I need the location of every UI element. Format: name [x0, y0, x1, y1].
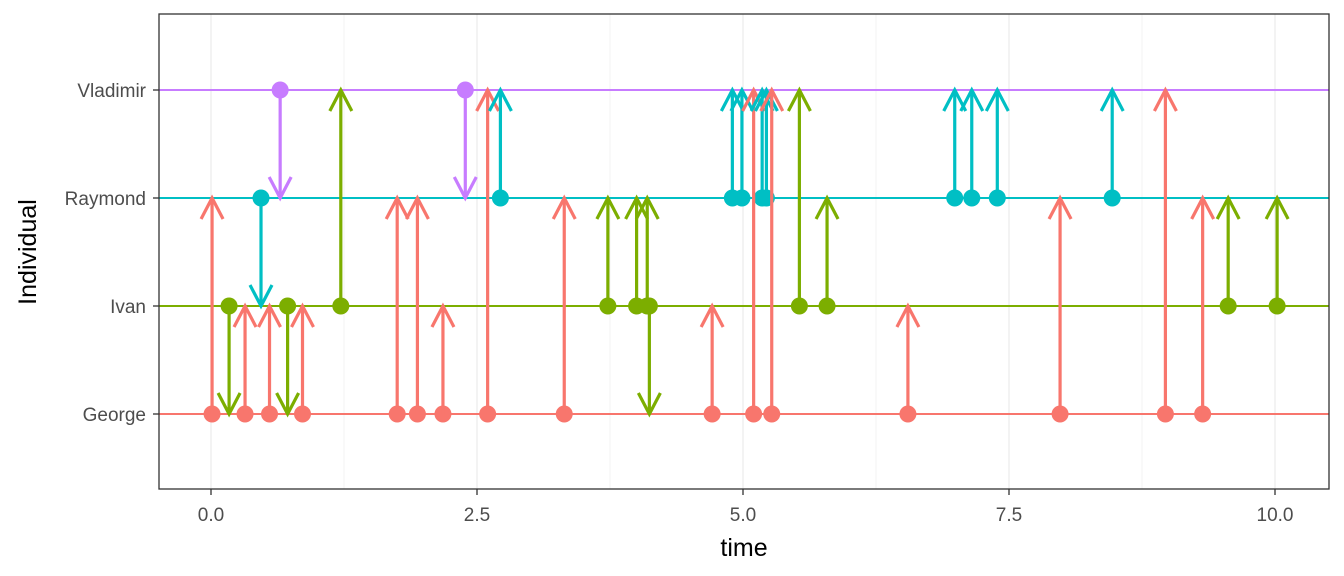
arrow-head	[1099, 86, 1125, 112]
event-arrow-7	[275, 306, 301, 418]
event-arrow-12	[430, 302, 456, 414]
arrow-head	[753, 86, 779, 112]
arrow-head	[487, 86, 513, 112]
arrow-head	[1264, 194, 1290, 220]
event-arrow-15	[487, 86, 513, 198]
event-arrow-11	[404, 194, 430, 414]
arrow-head	[595, 194, 621, 220]
arrow-head	[759, 86, 785, 112]
x-tick-label: 10.0	[1257, 505, 1294, 526]
plot-panel-border	[158, 13, 1330, 490]
arrow-head	[328, 86, 354, 112]
event-arrow-17	[595, 194, 621, 306]
arrow-head	[1152, 86, 1178, 112]
event-arrow-6	[267, 90, 293, 202]
event-arrow-9	[328, 86, 354, 306]
arrow-head	[199, 194, 225, 220]
x-axis-title: time	[720, 534, 767, 562]
arrow-head	[248, 284, 274, 310]
x-tick-label: 2.5	[464, 505, 490, 526]
arrow-head	[290, 302, 315, 328]
arrow-head	[275, 392, 301, 418]
event-arrow-3	[232, 302, 258, 414]
event-arrow-19	[634, 194, 660, 306]
event-arrow-14	[475, 86, 501, 414]
events	[199, 81, 1290, 423]
arrow-head	[699, 302, 725, 328]
event-arrow-36	[1152, 86, 1178, 414]
arrow-head	[814, 194, 840, 220]
event-arrow-16	[551, 194, 577, 414]
arrow-head	[475, 86, 501, 112]
arrow-head	[729, 86, 755, 112]
event-arrow-38	[1215, 194, 1241, 306]
arrow-head	[895, 302, 921, 328]
arrow-head	[257, 302, 282, 328]
y-tick-label-george: George	[83, 405, 146, 426]
arrow-head	[786, 86, 812, 112]
arrow-head	[404, 194, 430, 220]
x-tick-label: 0.0	[198, 505, 224, 526]
event-arrow-21	[699, 302, 725, 414]
arrow-head	[719, 86, 745, 112]
x-tick-label: 7.5	[996, 505, 1022, 526]
arrow-head	[384, 194, 410, 220]
x-axis: 0.0 2.5 5.0 7.5 10.0	[198, 489, 1294, 526]
event-arrow-5	[257, 302, 282, 414]
arrow-head	[551, 194, 577, 220]
event-arrow-32	[959, 86, 985, 198]
event-arrow-29	[814, 194, 840, 306]
event-arrow-28	[786, 86, 812, 306]
event-arrow-13	[452, 90, 478, 202]
event-arrow-10	[384, 194, 410, 414]
arrow-head	[984, 86, 1010, 112]
arrow-head	[216, 392, 242, 418]
event-arrow-8	[290, 302, 315, 414]
event-arrow-20	[636, 306, 662, 418]
event-arrow-26	[753, 86, 779, 198]
event-arrow-1	[199, 194, 225, 414]
y-tick-label-vladimir: Vladimir	[77, 81, 146, 102]
arrow-head	[430, 302, 456, 328]
y-axis: George Ivan Raymond Vladimir	[65, 81, 159, 426]
event-arrow-2	[216, 306, 242, 418]
x-tick-label: 5.0	[730, 505, 756, 526]
arrow-head	[452, 176, 478, 202]
event-arrow-34	[1047, 194, 1073, 414]
event-arrows	[199, 86, 1290, 418]
event-arrow-33	[984, 86, 1010, 198]
event-arrow-31	[942, 86, 968, 198]
event-arrow-23	[729, 86, 755, 198]
grid	[210, 14, 1276, 489]
arrow-head	[232, 302, 258, 328]
arrow-head	[1047, 194, 1073, 220]
y-axis-title: Individual	[14, 199, 42, 305]
arrow-head	[1215, 194, 1241, 220]
event-arrow-37	[1190, 194, 1216, 414]
y-tick-label-ivan: Ivan	[110, 297, 146, 318]
arrow-head	[636, 392, 662, 418]
arrow-head	[959, 86, 985, 112]
event-arrow-39	[1264, 194, 1290, 306]
y-tick-label-raymond: Raymond	[65, 189, 146, 210]
event-arrow-35	[1099, 86, 1125, 198]
event-arrow-27	[759, 86, 785, 414]
arrow-head	[267, 176, 293, 202]
event-arrow-30	[895, 302, 921, 414]
arrow-head	[634, 194, 660, 220]
event-arrow-4	[248, 198, 274, 310]
arrow-head	[1190, 194, 1216, 220]
arrow-head	[749, 86, 775, 112]
arrow-head	[624, 194, 650, 220]
arrow-head	[942, 86, 968, 112]
